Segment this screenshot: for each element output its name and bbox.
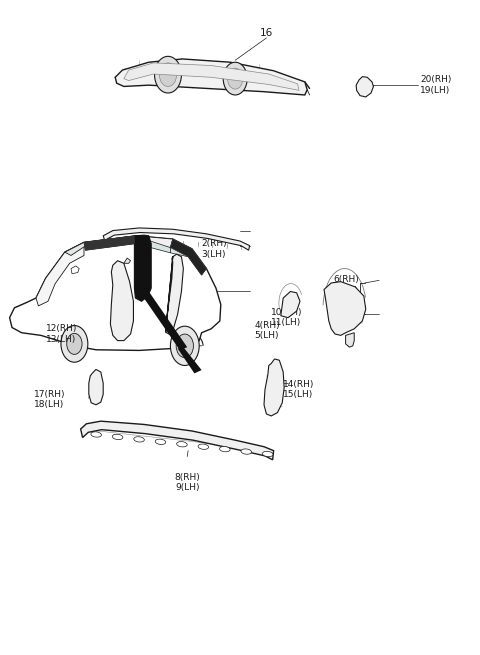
Polygon shape: [124, 258, 131, 263]
Polygon shape: [89, 369, 103, 405]
Ellipse shape: [91, 432, 101, 437]
Text: 10(RH)
11(LH): 10(RH) 11(LH): [271, 308, 303, 328]
Polygon shape: [81, 421, 274, 460]
Ellipse shape: [241, 449, 252, 454]
Polygon shape: [346, 333, 354, 347]
Polygon shape: [84, 236, 134, 250]
Circle shape: [94, 386, 98, 391]
Polygon shape: [178, 347, 202, 373]
Text: 16: 16: [260, 28, 273, 38]
Polygon shape: [170, 239, 206, 275]
Circle shape: [155, 56, 181, 93]
Polygon shape: [134, 235, 151, 301]
Text: 6(RH)
7(LH): 6(RH) 7(LH): [334, 275, 360, 295]
Polygon shape: [324, 282, 366, 335]
Text: 4(RH)
5(LH): 4(RH) 5(LH): [254, 321, 280, 341]
Circle shape: [61, 326, 88, 362]
Polygon shape: [170, 239, 206, 275]
Circle shape: [223, 62, 247, 95]
Polygon shape: [65, 242, 89, 255]
Circle shape: [94, 396, 98, 401]
Text: 20(RH)
19(LH): 20(RH) 19(LH): [420, 75, 451, 95]
Circle shape: [67, 333, 82, 354]
Ellipse shape: [177, 441, 187, 447]
Ellipse shape: [112, 434, 123, 440]
Polygon shape: [166, 254, 183, 334]
Polygon shape: [281, 291, 300, 318]
Polygon shape: [103, 228, 250, 250]
Text: 14(RH)
15(LH): 14(RH) 15(LH): [283, 380, 314, 400]
Polygon shape: [36, 242, 84, 306]
Polygon shape: [356, 77, 373, 97]
Polygon shape: [124, 63, 299, 90]
Ellipse shape: [134, 437, 144, 442]
Ellipse shape: [198, 444, 209, 449]
Polygon shape: [110, 261, 133, 341]
Polygon shape: [115, 59, 307, 95]
Polygon shape: [84, 236, 173, 250]
Polygon shape: [134, 236, 170, 253]
Ellipse shape: [219, 447, 230, 452]
Text: 8(RH)
9(LH): 8(RH) 9(LH): [174, 473, 200, 493]
Circle shape: [170, 326, 199, 365]
Ellipse shape: [155, 439, 166, 445]
Polygon shape: [84, 236, 136, 244]
Ellipse shape: [263, 451, 273, 457]
Text: 17(RH)
18(LH): 17(RH) 18(LH): [34, 390, 65, 409]
Circle shape: [228, 68, 243, 89]
Polygon shape: [142, 291, 187, 350]
Text: 12(RH)
13(LH): 12(RH) 13(LH): [46, 324, 77, 344]
Text: 2(RH)
3(LH): 2(RH) 3(LH): [202, 239, 227, 259]
Polygon shape: [10, 236, 221, 350]
Polygon shape: [264, 359, 284, 416]
Circle shape: [176, 334, 193, 358]
Circle shape: [159, 63, 177, 86]
Polygon shape: [71, 266, 79, 274]
